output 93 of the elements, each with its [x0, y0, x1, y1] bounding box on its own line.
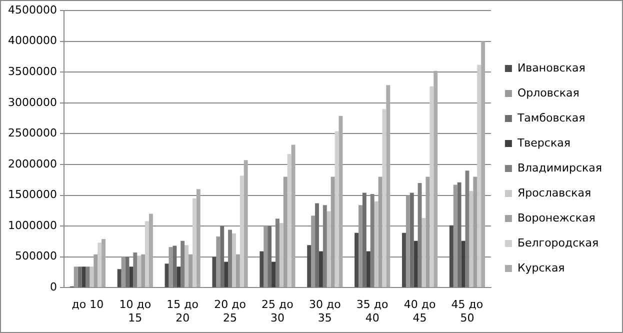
bar — [457, 182, 462, 288]
bar — [90, 266, 94, 288]
bar — [244, 160, 248, 288]
bar — [386, 85, 390, 288]
y-tick-label: 0 — [50, 280, 57, 294]
x-tick-label: 45 до 50 — [451, 298, 484, 324]
bar — [318, 251, 323, 288]
x-tick-label: 40 до 45 — [404, 298, 436, 324]
bar — [426, 176, 430, 288]
bar — [326, 211, 331, 288]
bar — [287, 154, 292, 288]
y-tick-label: 3500000 — [8, 65, 57, 78]
bar — [481, 41, 486, 288]
bar — [172, 246, 177, 288]
bar — [414, 240, 418, 288]
bar — [188, 254, 192, 288]
y-tick-label: 4500000 — [8, 3, 57, 16]
x-tick-label: 30 до 35 — [308, 298, 342, 324]
bar — [402, 232, 406, 288]
legend-label: Ярославская — [517, 186, 592, 200]
bar — [232, 233, 236, 288]
legend-label: Курская — [517, 261, 565, 274]
legend-label: Орловская — [517, 86, 580, 100]
bar — [176, 266, 181, 288]
bar — [430, 86, 434, 288]
y-tick-label: 1000000 — [8, 218, 57, 232]
bar — [78, 266, 82, 288]
bar — [449, 225, 454, 288]
bar — [311, 216, 316, 288]
y-tick-label: 500000 — [14, 250, 57, 263]
legend-label: Белгородская — [517, 236, 599, 250]
y-tick-label: 2500000 — [8, 126, 57, 140]
bar — [374, 201, 378, 288]
bar — [196, 189, 200, 288]
bar — [236, 254, 240, 288]
bar — [461, 240, 466, 288]
bar — [358, 205, 362, 288]
bar — [362, 192, 366, 288]
bar — [268, 226, 272, 288]
bar — [315, 203, 319, 288]
bar — [212, 256, 216, 288]
bar — [129, 266, 134, 288]
bar — [74, 266, 78, 288]
x-tick-label: 20 до 25 — [214, 298, 246, 324]
legend-label: Тамбовская — [516, 111, 586, 124]
bar — [216, 236, 220, 288]
bar — [137, 256, 142, 288]
bar — [145, 221, 149, 288]
bar — [279, 222, 284, 288]
bar — [330, 176, 335, 288]
bar — [453, 184, 458, 288]
bar — [406, 195, 410, 288]
y-tick-label: 3000000 — [8, 96, 57, 109]
bar — [434, 70, 438, 288]
legend-label: Владимирская — [517, 161, 602, 174]
bar — [272, 262, 276, 288]
bar — [148, 214, 153, 288]
x-tick-label: 15 до 20 — [166, 298, 199, 324]
bar — [117, 269, 122, 288]
y-tick-label: 2000000 — [8, 157, 57, 170]
bar — [283, 176, 288, 288]
legend-label: Тверская — [516, 136, 570, 150]
x-tick-label: 35 до 40 — [356, 298, 389, 324]
bar — [410, 192, 414, 288]
bar — [291, 144, 296, 288]
bar — [307, 245, 312, 288]
bar — [473, 176, 478, 288]
legend-label: Ивановская — [517, 61, 586, 74]
x-tick-label: 10 до 15 — [119, 298, 152, 324]
bar — [224, 262, 228, 288]
bar — [240, 176, 244, 288]
bar — [264, 226, 268, 288]
bar — [94, 254, 98, 288]
bar — [338, 116, 343, 288]
y-tick-label: 1500000 — [8, 188, 57, 202]
bar — [220, 226, 224, 288]
bar — [184, 245, 189, 288]
x-tick-label: до 10 — [72, 298, 104, 312]
bar — [354, 232, 359, 288]
y-tick-label: 4000000 — [8, 34, 57, 48]
bar — [141, 254, 146, 288]
bar — [192, 198, 196, 288]
bar — [121, 256, 126, 288]
bar — [164, 264, 169, 288]
bar — [260, 251, 264, 288]
bar — [469, 190, 474, 288]
bar — [382, 109, 386, 288]
bar — [98, 242, 102, 288]
legend-label: Воронежская — [517, 211, 596, 224]
bar — [366, 251, 370, 288]
x-tick-label: 25 до 30 — [262, 298, 294, 324]
bar — [477, 64, 482, 288]
bar — [102, 238, 106, 288]
